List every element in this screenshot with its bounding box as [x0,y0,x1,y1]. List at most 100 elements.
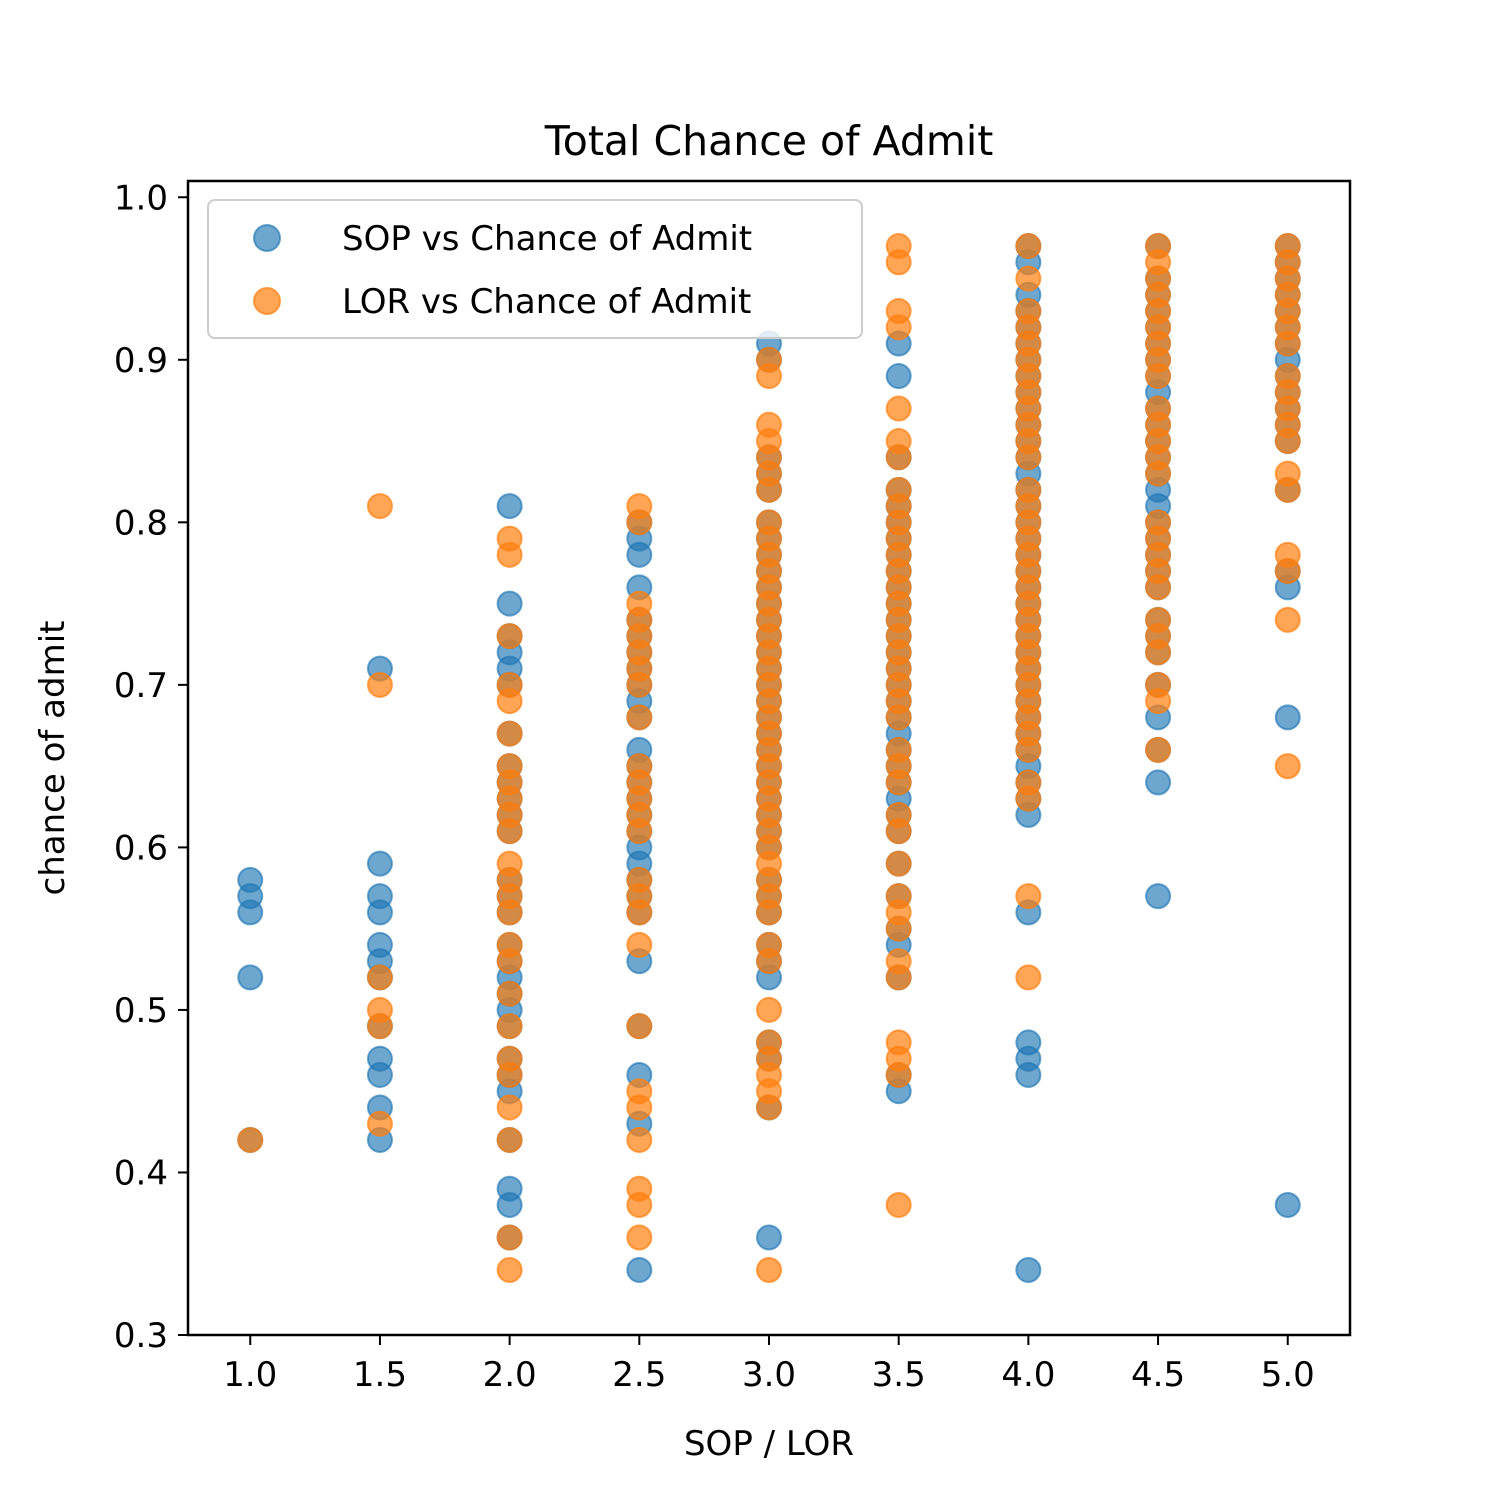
lor-point [366,493,393,520]
chart-title: Total Chance of Admit [544,117,994,165]
lor-point [885,249,912,276]
sop-point [1145,883,1172,910]
lor-point [626,1094,653,1121]
lor-point [496,1126,523,1153]
lor-point [496,899,523,926]
x-tick-label: 1.0 [223,1355,277,1395]
lor-point [1145,639,1172,666]
sop-point [1145,769,1172,796]
lor-point [885,704,912,731]
sop-point [366,850,393,877]
sop-point [237,964,264,991]
lor-point [885,444,912,471]
lor-point [1145,736,1172,763]
lor-point [1015,785,1042,812]
lor-point [496,980,523,1007]
lor-point [885,769,912,796]
lor-point [885,314,912,341]
ticks-layer: 1.0 1.5 2.0 2.5 3.0 3.5 4.0 4.5 5.0 0.3 0.4 0.5 0.6 0… [114,178,1315,1395]
sop-point [496,1191,523,1218]
lor-point [1145,688,1172,715]
sop-point [1015,1256,1042,1283]
lor-point [756,948,782,975]
y-tick-label: 0.3 [114,1316,168,1356]
lor-point [1274,476,1301,503]
y-tick-label: 0.5 [114,991,168,1031]
lor-point [496,1013,523,1040]
lor-point [756,1094,782,1121]
lor-point [1015,883,1042,910]
lor-point [1015,964,1042,991]
sop-point [1274,704,1301,731]
lor-point [366,964,393,991]
lor-point [1274,606,1301,633]
y-tick-label: 0.8 [114,503,168,543]
lor-point [626,818,653,845]
lor-point [366,1013,393,1040]
lor-point [1015,265,1042,292]
y-tick-label: 0.9 [114,341,168,381]
sop-point [756,1224,782,1251]
x-tick-label: 4.0 [1001,1355,1055,1395]
y-tick-label: 1.0 [114,178,168,218]
lor-point [1274,753,1301,780]
sop-point [366,1061,393,1088]
legend-label-sop: SOP vs Chance of Admit [342,219,752,259]
legend-marker-sop [253,224,281,252]
x-tick-label: 3.0 [742,1355,796,1395]
lor-point [496,720,523,747]
x-tick-label: 2.5 [612,1355,666,1395]
lor-point [756,899,782,926]
lor-point [626,1013,653,1040]
x-axis-label: SOP / LOR [684,1424,854,1464]
lor-point [366,1110,393,1137]
lor-point [1274,330,1301,357]
lor-point [1015,233,1042,260]
lor-point [885,850,912,877]
lor-point [496,948,523,975]
lor-point [366,671,393,698]
lor-point [756,363,782,390]
x-tick-label: 1.5 [353,1355,407,1395]
lor-point [496,1061,523,1088]
lor-point [885,915,912,942]
lor-point [1274,558,1301,585]
y-tick-label: 0.4 [114,1153,168,1193]
y-tick-label: 0.7 [114,666,168,706]
sop-point [626,541,653,568]
sop-point [496,493,523,520]
lor-point [626,704,653,731]
lor-point [626,899,653,926]
lor-point [885,964,912,991]
sop-point [496,590,523,617]
lor-point [496,541,523,568]
lor-point [626,671,653,698]
lor-point [885,818,912,845]
x-tick-label: 4.5 [1131,1355,1185,1395]
lor-point [756,1256,782,1283]
lor-point [885,395,912,422]
points-layer [237,233,1301,1283]
x-tick-label: 5.0 [1261,1355,1315,1395]
lor-point [1015,736,1042,763]
lor-point [756,476,782,503]
lor-point [496,688,523,715]
legend-marker-lor [253,287,281,315]
lor-point [626,1126,653,1153]
lor-point [237,1126,264,1153]
lor-point [1145,363,1172,390]
lor-point [1015,444,1042,471]
sop-point [885,363,912,390]
y-axis-label: chance of admit [33,621,73,896]
series-lor [237,233,1301,1283]
lor-point [626,1224,653,1251]
lor-point [1145,574,1172,601]
sop-point [366,899,393,926]
legend: SOP vs Chance of Admit LOR vs Chance of … [207,199,863,339]
lor-point [626,1191,653,1218]
lor-point [885,1061,912,1088]
lor-point [756,996,782,1023]
sop-point [626,1256,653,1283]
lor-point [1274,428,1301,455]
lor-point [496,1224,523,1251]
